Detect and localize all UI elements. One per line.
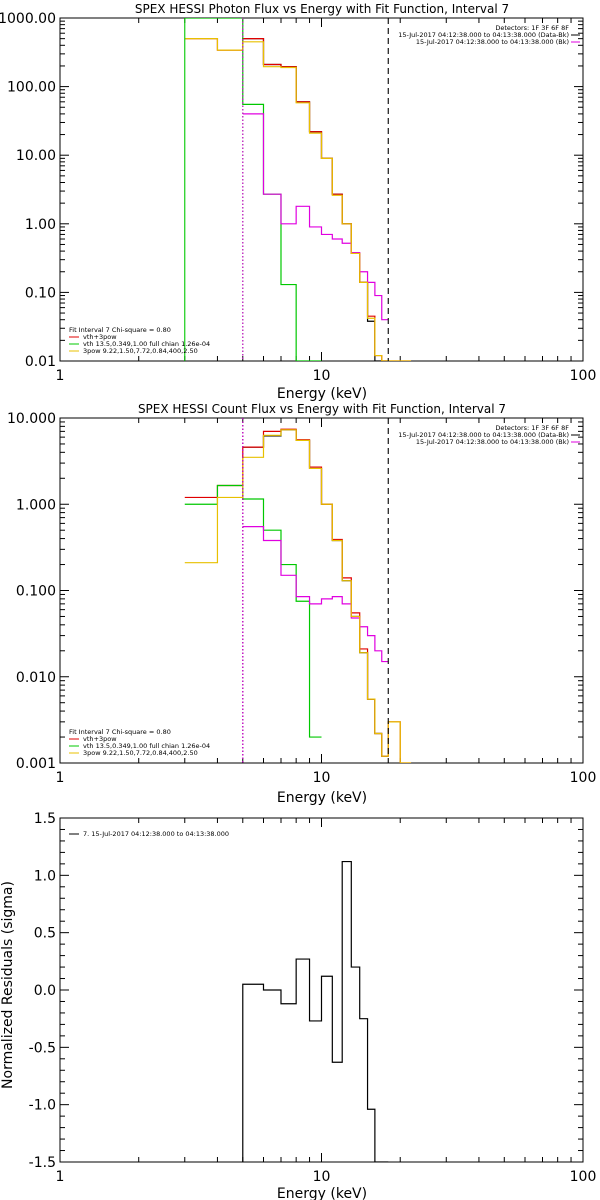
x-tick-label: 1 [56,1169,65,1185]
x-tick-label: 10 [313,1169,331,1185]
info-text: 15-Jul-2017 04:12:38.000 to 04:13:38.000… [416,38,569,46]
info-text: Detectors: 1F 3F 6F 8F [495,424,569,432]
x-tick-label: 10 [313,770,331,786]
y-tick-label: 1.0 [34,868,56,884]
photon-flux-plot: 1 10 100 1000.00 100.00 10.00 1.00 0.10 0.01 Dete… [0,11,596,384]
legend-entry: 7. 15-Jul-2017 04:12:38.000 to 04:13:38.… [83,830,229,838]
info-text: 15-Jul-2017 04:12:38.000 to 04:13:38.000… [398,31,569,39]
count-flux-xlabel: Energy (keV) [277,790,367,806]
y-tick-label: 0.10 [25,285,56,301]
residuals-plot: 1 10 100 1.5 1.0 0.5 0.0 -0.5 -1.0 -1.5 7. 15-Jul-… [29,811,597,1185]
legend-entry: Fit Interval 7 Chi-square = 0.80 [69,728,171,736]
legend-entry: vth 13.5,0.349,1.00 full chian 1.26e-04 [83,742,210,750]
series-line [184,484,322,738]
residuals-panel: Energy (keV) Normalized Residuals (sigma… [0,811,596,1200]
photon-flux-panel: SPEX HESSI Photon Flux vs Energy with Fi… [0,2,596,402]
y-tick-label: 0.5 [34,926,56,942]
legend-entry: Fit Interval 7 Chi-square = 0.80 [69,326,171,334]
y-tick-label: 10.00 [16,148,56,164]
info-text: Detectors: 1F 3F 6F 8F [495,24,569,32]
x-tick-label: 100 [570,1169,597,1185]
photon-flux-xlabel: Energy (keV) [277,386,367,402]
residuals-ylabel: Normalized Residuals (sigma) [0,881,16,1089]
series-line [184,18,322,361]
y-tick-label: 0.010 [16,670,56,686]
count-flux-title: SPEX HESSI Count Flux vs Energy with Fit… [138,402,506,416]
y-tick-label: 1000.00 [0,11,56,27]
y-tick-label: 100.00 [7,80,56,96]
residuals-xlabel: Energy (keV) [277,1186,367,1200]
count-flux-panel: SPEX HESSI Count Flux vs Energy with Fit… [7,402,596,806]
series-line [184,429,412,763]
legend-entry: 3pow 9.22,1.50,7.72,0.84,400,2.50 [83,347,198,355]
y-tick-label: 0.001 [16,756,56,772]
info-text: 15-Jul-2017 04:12:38.000 to 04:13:38.000… [416,438,569,446]
y-tick-label: -1.5 [29,1155,56,1171]
photon-flux-title: SPEX HESSI Photon Flux vs Energy with Fi… [135,2,509,16]
plot-frame [59,17,584,362]
series-line [242,526,389,663]
x-tick-label: 1 [56,770,65,786]
x-tick-label: 10 [313,368,331,384]
series-line [242,113,389,321]
y-tick-label: 0.0 [34,983,56,999]
series-line [242,860,389,1162]
y-tick-label: 1.5 [34,811,56,827]
y-tick-label: 0.01 [25,354,56,370]
legend-entry: vth+3pow [83,333,117,341]
y-tick-label: 1.00 [25,217,56,233]
y-tick-label: 10.000 [7,411,56,427]
legend-entry: 3pow 9.22,1.50,7.72,0.84,400,2.50 [83,749,198,757]
info-text: 15-Jul-2017 04:12:38.000 to 04:13:38.000… [398,431,569,439]
legend-entry: vth+3pow [83,735,117,743]
series-line [184,38,412,361]
legend-entry: vth 13.5,0.349,1.00 full chian 1.26e-04 [83,340,210,348]
count-flux-plot: 1 10 100 10.000 1.000 0.100 0.010 0.001 Detector… [7,411,596,786]
y-tick-label: -1.0 [29,1098,56,1114]
y-tick-label: 1.000 [16,497,56,513]
x-tick-label: 100 [570,368,597,384]
y-tick-label: -0.5 [29,1040,56,1056]
x-tick-label: 100 [570,770,597,786]
x-tick-label: 1 [56,368,65,384]
series-line [184,38,412,361]
series-line [242,429,389,757]
y-tick-label: 0.100 [16,584,56,600]
series-line [242,38,389,361]
